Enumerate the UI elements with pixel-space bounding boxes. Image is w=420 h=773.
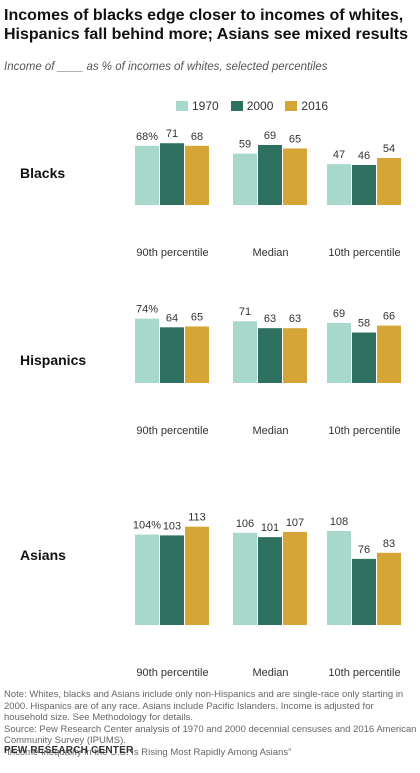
data-label-hispanics-0-2016: 65 [191, 311, 203, 323]
bar-hispanics-1-2016 [283, 328, 307, 383]
bar-asians-0-2000 [160, 535, 184, 625]
category-label-blacks-2: 10th percentile [328, 247, 400, 259]
bar-blacks-2-1970 [327, 164, 351, 205]
bar-blacks-1-2016 [283, 148, 307, 205]
data-label-blacks-0-2016: 68 [191, 131, 203, 143]
data-label-hispanics-0-1970: 74% [136, 304, 158, 316]
bar-blacks-2-2016 [377, 158, 401, 205]
legend-label-2000: 2000 [246, 99, 274, 113]
data-label-blacks-0-1970: 68% [136, 131, 158, 143]
notes: Note: Whites, blacks and Asians include … [4, 689, 418, 758]
data-label-blacks-0-2000: 71 [166, 128, 178, 140]
bar-hispanics-0-2000 [160, 327, 184, 383]
category-label-hispanics-1: Median [252, 425, 288, 437]
legend-swatch-2016 [285, 101, 298, 111]
bar-blacks-1-2000 [258, 144, 282, 205]
note-text: Note: Whites, blacks and Asians include … [4, 689, 404, 723]
data-label-hispanics-0-2000: 64 [166, 312, 178, 324]
legend-item-2016: 2016 [285, 99, 328, 113]
data-label-asians-1-2016: 107 [286, 517, 304, 529]
data-label-asians-2-2016: 83 [383, 538, 395, 550]
bar-blacks-0-2000 [160, 143, 184, 205]
category-label-blacks-1: Median [252, 247, 288, 259]
category-label-blacks-0: 90th percentile [136, 247, 208, 259]
bar-blacks-0-1970 [135, 145, 159, 205]
bar-asians-0-2016 [185, 526, 209, 625]
legend-swatch-1970 [176, 101, 188, 111]
legend-label-2016: 2016 [301, 99, 329, 113]
data-label-blacks-2-2016: 54 [383, 143, 395, 155]
chart-title: Incomes of blacks edge closer to incomes… [4, 7, 408, 43]
legend-label-1970: 1970 [192, 99, 219, 113]
chart-subtitle: Income of ____ as % of incomes of whites… [4, 61, 328, 73]
data-label-asians-1-2000: 101 [261, 522, 279, 534]
legend-item-1970: 1970 [176, 99, 219, 113]
data-label-hispanics-2-2016: 66 [383, 311, 395, 323]
bar-asians-2-2016 [377, 552, 401, 625]
brand-name: PEW RESEARCH CENTER [4, 745, 134, 756]
bar-hispanics-1-1970 [233, 321, 257, 383]
bar-asians-0-1970 [135, 534, 159, 625]
bar-hispanics-1-2000 [258, 328, 282, 383]
data-label-asians-0-2016: 113 [188, 512, 206, 524]
category-label-asians-1: Median [252, 667, 288, 679]
category-label-hispanics-2: 10th percentile [328, 425, 400, 437]
category-label-asians-0: 90th percentile [136, 667, 208, 679]
category-label-asians-2: 10th percentile [328, 667, 400, 679]
bar-asians-1-1970 [233, 532, 257, 625]
source-text: Source: Pew Research Center analysis of … [4, 723, 417, 747]
data-label-asians-2-2000: 76 [358, 544, 370, 556]
bar-asians-1-2016 [283, 531, 307, 625]
data-label-hispanics-1-2016: 63 [289, 313, 301, 325]
bar-hispanics-0-1970 [135, 318, 159, 383]
bar-asians-2-1970 [327, 531, 351, 625]
bar-blacks-1-1970 [233, 153, 257, 205]
bar-chart: Blacks 68% 71 68 90th percentile 59 69 65 Median… [20, 128, 401, 679]
data-label-hispanics-2-1970: 69 [333, 308, 345, 320]
data-label-blacks-2-2000: 46 [358, 150, 370, 162]
bar-asians-2-2000 [352, 558, 376, 625]
data-label-hispanics-2-2000: 58 [358, 318, 370, 330]
bar-hispanics-2-1970 [327, 322, 351, 383]
data-label-hispanics-1-1970: 71 [239, 306, 251, 318]
data-label-blacks-1-2000: 69 [264, 130, 276, 142]
legend: 1970 2000 2016 [176, 99, 340, 113]
data-label-blacks-1-2016: 65 [289, 133, 301, 145]
report-title: “Income Inequality in the U.S. Is Rising… [4, 746, 292, 758]
data-label-asians-0-1970: 104% [133, 520, 161, 532]
bar-hispanics-2-2000 [352, 332, 376, 383]
group-label-hispanics: Hispanics [20, 352, 86, 368]
bar-hispanics-2-2016 [377, 325, 401, 383]
category-label-hispanics-0: 90th percentile [136, 425, 208, 437]
data-label-blacks-1-1970: 59 [239, 139, 251, 151]
legend-swatch-2000 [230, 101, 243, 111]
data-label-blacks-2-1970: 47 [333, 149, 345, 161]
data-label-hispanics-1-2000: 63 [264, 313, 276, 325]
data-label-asians-0-2000: 103 [163, 520, 181, 532]
data-label-asians-2-1970: 108 [330, 516, 348, 528]
data-label-asians-1-1970: 106 [236, 518, 254, 530]
legend-item-2000: 2000 [230, 99, 274, 113]
group-label-blacks: Blacks [20, 165, 65, 181]
bar-blacks-0-2016 [185, 145, 209, 205]
bar-blacks-2-2000 [352, 164, 376, 205]
bar-asians-1-2000 [258, 537, 282, 625]
group-label-asians: Asians [20, 547, 66, 563]
bar-hispanics-0-2016 [185, 326, 209, 383]
